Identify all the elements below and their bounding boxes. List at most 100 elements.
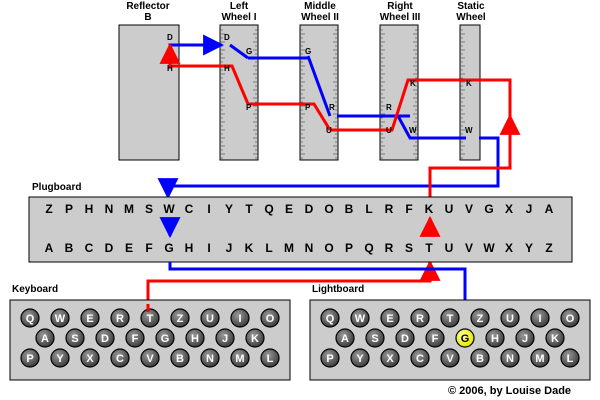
plugboard-bottom-letter[interactable]: N: [305, 241, 314, 255]
plugboard-top-letter[interactable]: B: [345, 202, 354, 216]
key-t[interactable]: [140, 308, 160, 328]
plugboard-top-letter[interactable]: I: [207, 202, 210, 216]
left-wheel-pin-h: H: [224, 64, 230, 73]
key-i[interactable]: [230, 308, 250, 328]
plugboard-top-letter[interactable]: O: [324, 202, 333, 216]
key-a[interactable]: [35, 328, 55, 348]
key-m[interactable]: [230, 348, 250, 368]
key-r[interactable]: [110, 308, 130, 328]
key-n[interactable]: [200, 348, 220, 368]
plugboard-bottom-letter[interactable]: S: [405, 241, 413, 255]
plugboard-bottom-letter[interactable]: Q: [364, 241, 373, 255]
key-h[interactable]: [185, 328, 205, 348]
plugboard-bottom-letter[interactable]: J: [226, 241, 233, 255]
copyright-text: © 2006, by Louise Dade: [448, 385, 571, 397]
plugboard-top-letter[interactable]: S: [145, 202, 153, 216]
static-wheel-label-2: Wheel: [456, 12, 486, 23]
lamp-q: [320, 308, 340, 328]
key-w[interactable]: [50, 308, 70, 328]
plugboard-bottom-letter[interactable]: E: [125, 241, 133, 255]
middle-wheel-pin-g: G: [305, 47, 311, 56]
plugboard-top-letter[interactable]: F: [405, 202, 412, 216]
plugboard-bottom-letter[interactable]: C: [85, 241, 94, 255]
plugboard-top-letter[interactable]: A: [545, 202, 554, 216]
plugboard-top-letter[interactable]: D: [305, 202, 314, 216]
key-f[interactable]: [125, 328, 145, 348]
key-y[interactable]: [50, 348, 70, 368]
lamp-b: [470, 348, 490, 368]
key-p[interactable]: [20, 348, 40, 368]
plugboard-top-letter[interactable]: X: [505, 202, 513, 216]
plugboard-bottom-letter[interactable]: K: [245, 241, 254, 255]
lamp-z-label: Z: [477, 313, 484, 325]
plugboard-bottom-letter[interactable]: U: [445, 241, 454, 255]
plugboard-top-letter[interactable]: Y: [225, 202, 233, 216]
plugboard-top-letter[interactable]: K: [425, 202, 434, 216]
key-b[interactable]: [170, 348, 190, 368]
key-q[interactable]: [20, 308, 40, 328]
plugboard-top-letter[interactable]: M: [124, 202, 134, 216]
key-o-label: O: [266, 313, 275, 325]
key-p-label: P: [26, 353, 33, 365]
plugboard-bottom-letter[interactable]: W: [483, 241, 495, 255]
plugboard-top-letter[interactable]: W: [163, 202, 175, 216]
plugboard-bottom-letter[interactable]: I: [207, 241, 210, 255]
plugboard-bottom-letter[interactable]: V: [465, 241, 473, 255]
key-v[interactable]: [140, 348, 160, 368]
key-g[interactable]: [155, 328, 175, 348]
middle-wheel-pin-p: P: [305, 103, 311, 112]
lamp-y: [350, 348, 370, 368]
plugboard-top-letter[interactable]: P: [65, 202, 73, 216]
key-e[interactable]: [80, 308, 100, 328]
key-k[interactable]: [245, 328, 265, 348]
plugboard-bottom-letter[interactable]: A: [45, 241, 54, 255]
plugboard-bottom-letter[interactable]: M: [284, 241, 294, 255]
plugboard-bottom-letter[interactable]: G: [164, 241, 173, 255]
key-l[interactable]: [260, 348, 280, 368]
plugboard-top-letter[interactable]: J: [526, 202, 533, 216]
key-o[interactable]: [260, 308, 280, 328]
key-j[interactable]: [215, 328, 235, 348]
lamp-k-label: K: [551, 333, 559, 345]
plugboard-top-letter[interactable]: V: [465, 202, 473, 216]
lamp-f-label: F: [432, 333, 439, 345]
plugboard-top-letter[interactable]: Z: [45, 202, 52, 216]
plugboard-bottom-letter[interactable]: Y: [525, 241, 533, 255]
plugboard-bottom-letter[interactable]: B: [65, 241, 74, 255]
key-x[interactable]: [80, 348, 100, 368]
lamp-u: [500, 308, 520, 328]
plugboard-top-letter[interactable]: H: [85, 202, 94, 216]
plugboard-top-letter[interactable]: Q: [264, 202, 273, 216]
plugboard-bottom-letter[interactable]: R: [385, 241, 394, 255]
right-wheel-label-2: Wheel III: [380, 12, 421, 23]
lamp-j-label: J: [522, 333, 528, 345]
plugboard-bottom-letter[interactable]: T: [425, 241, 433, 255]
plugboard-top-letter[interactable]: N: [105, 202, 114, 216]
plugboard-top-letter[interactable]: R: [385, 202, 394, 216]
middle-wheel-label-2: Wheel II: [301, 12, 339, 23]
lamp-r-label: R: [416, 313, 424, 325]
plugboard-top-letter[interactable]: C: [185, 202, 194, 216]
plugboard-top-letter[interactable]: U: [445, 202, 454, 216]
key-s[interactable]: [65, 328, 85, 348]
static-wheel-body: [459, 24, 481, 161]
key-d[interactable]: [95, 328, 115, 348]
left-wheel-pin-d: D: [224, 33, 230, 42]
plugboard-top-letter[interactable]: T: [245, 202, 253, 216]
plugboard-bottom-letter[interactable]: X: [505, 241, 513, 255]
plugboard-bottom-letter[interactable]: Z: [545, 241, 552, 255]
plugboard-bottom-letter[interactable]: F: [145, 241, 152, 255]
plugboard-bottom-letter[interactable]: H: [185, 241, 194, 255]
plugboard-bottom-letter[interactable]: O: [324, 241, 333, 255]
plugboard-top-letter[interactable]: E: [285, 202, 293, 216]
plugboard-top-letter[interactable]: G: [484, 202, 493, 216]
key-w-label: W: [55, 313, 66, 325]
plugboard-bottom-letter[interactable]: L: [265, 241, 272, 255]
plugboard-bottom-letter[interactable]: P: [345, 241, 353, 255]
key-u[interactable]: [200, 308, 220, 328]
key-z[interactable]: [170, 308, 190, 328]
plugboard-bottom-letter[interactable]: D: [105, 241, 114, 255]
key-c[interactable]: [110, 348, 130, 368]
plugboard-top-letter[interactable]: L: [365, 202, 372, 216]
